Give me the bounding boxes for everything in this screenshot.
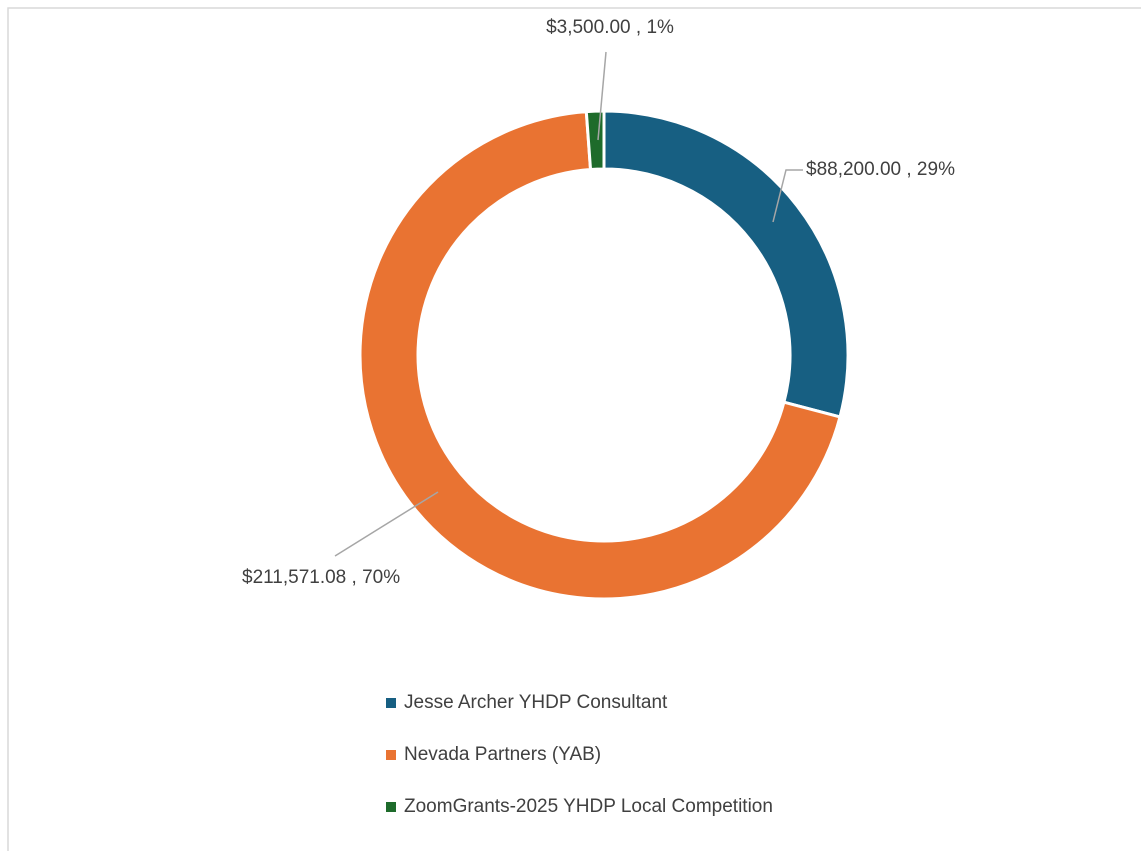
- donut-slice: [358, 110, 842, 601]
- legend-label: ZoomGrants-2025 YHDP Local Competition: [404, 796, 773, 817]
- data-label: $211,571.08 , 70%: [242, 567, 400, 588]
- chart-border: [7, 7, 1141, 851]
- data-label: $88,200.00 , 29%: [806, 159, 955, 180]
- leader-line: [597, 51, 607, 141]
- legend-swatch: [386, 802, 396, 812]
- donut-slice: [584, 109, 606, 172]
- legend-label: Jesse Archer YHDP Consultant: [404, 692, 668, 713]
- legend-swatch: [386, 750, 396, 760]
- legend-label: Nevada Partners (YAB): [404, 744, 601, 765]
- legend-swatch: [386, 698, 396, 708]
- leader-line: [334, 491, 439, 557]
- data-label: $3,500.00 , 1%: [546, 17, 674, 38]
- donut-slice: [602, 109, 850, 419]
- leader-line: [772, 169, 803, 223]
